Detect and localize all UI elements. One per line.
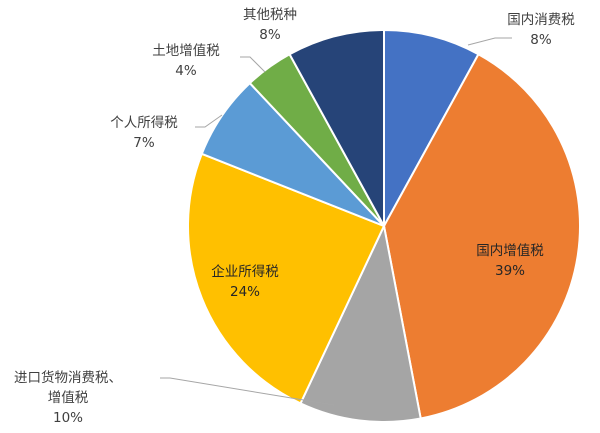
slice-label-4: 企业所得税 24% bbox=[211, 263, 279, 300]
slice-value-label: 39% bbox=[495, 263, 525, 279]
slice-label-line: 国内增值税 bbox=[476, 243, 544, 259]
slice-value-label: 8% bbox=[259, 27, 281, 43]
slice-label-line: 其他税种 bbox=[243, 7, 297, 23]
pie-slices bbox=[187, 28, 581, 423]
pie-slice-1 bbox=[383, 28, 480, 227]
slice-value-label: 24% bbox=[230, 284, 260, 300]
pie-slice-4 bbox=[187, 152, 386, 405]
pie-slice-3 bbox=[299, 222, 422, 423]
slice-label-line: 企业所得税 bbox=[211, 263, 279, 280]
slice-label-line: 土地增值税 bbox=[152, 43, 220, 59]
slice-label-1: 国内消费税 8% bbox=[507, 12, 575, 48]
leader-line-1 bbox=[467, 37, 512, 46]
slice-label-line: 个人所得税 bbox=[110, 114, 178, 131]
slice-label-6: 土地增值税 4% bbox=[152, 43, 220, 79]
slice-value-label: 8% bbox=[530, 32, 552, 48]
leader-line-6 bbox=[240, 56, 266, 73]
leader-line-5 bbox=[195, 114, 223, 128]
slice-value-label: 10% bbox=[53, 410, 83, 426]
slice-label-line: 国内消费税 bbox=[507, 12, 575, 28]
slice-label-line: 进口货物消费税、 bbox=[14, 369, 122, 386]
slice-label-line: 增值税 bbox=[48, 390, 89, 406]
slice-label-3: 进口货物消费税、增值税 10% bbox=[14, 369, 122, 426]
slice-label-2: 国内增值税 39% bbox=[476, 243, 544, 279]
slice-value-label: 7% bbox=[133, 135, 155, 151]
slice-value-label: 4% bbox=[175, 63, 197, 79]
pie-labels: 国内消费税 8% 国内增值税 39% 进口货物消费税、增值税 10% 企业所得税 24% 个人所… bbox=[14, 7, 575, 426]
leader-line-3 bbox=[160, 377, 335, 406]
pie-slice-2 bbox=[382, 52, 581, 420]
slice-label-5: 个人所得税 7% bbox=[110, 114, 178, 151]
slice-label-7: 其他税种 8% bbox=[243, 7, 297, 43]
pie-slice-7 bbox=[288, 28, 385, 227]
